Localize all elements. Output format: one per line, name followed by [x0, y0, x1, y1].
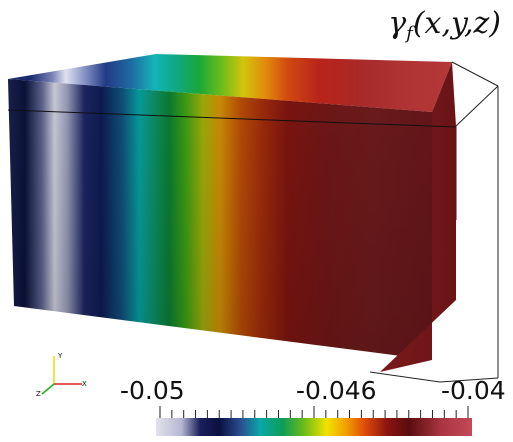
box-top-face — [8, 54, 452, 112]
colorbar[interactable] — [156, 406, 472, 436]
colorbar-label-max: -0.04 — [441, 376, 506, 405]
title-gamma: γ — [388, 6, 407, 41]
axis-x-label: X — [82, 380, 87, 388]
colorbar-ticks — [159, 406, 469, 418]
axis-y-label: Y — [57, 352, 63, 360]
box-front-shade — [8, 79, 432, 360]
box-3d — [7, 54, 457, 372]
title-subscript: f — [406, 23, 413, 44]
colorbar-gradient — [156, 418, 472, 436]
colorbar-label-min: -0.05 — [120, 376, 185, 405]
box-right-face — [380, 62, 456, 372]
colorbar-label-mid: -0.046 — [296, 376, 377, 405]
plot-title: γf(x,y,z) — [388, 6, 501, 44]
plane-edge-line — [7, 109, 457, 128]
title-args: (x,y,z) — [412, 6, 501, 41]
axis-z-label: Z — [36, 390, 41, 398]
orientation-axes[interactable]: Y X Z — [36, 352, 87, 398]
